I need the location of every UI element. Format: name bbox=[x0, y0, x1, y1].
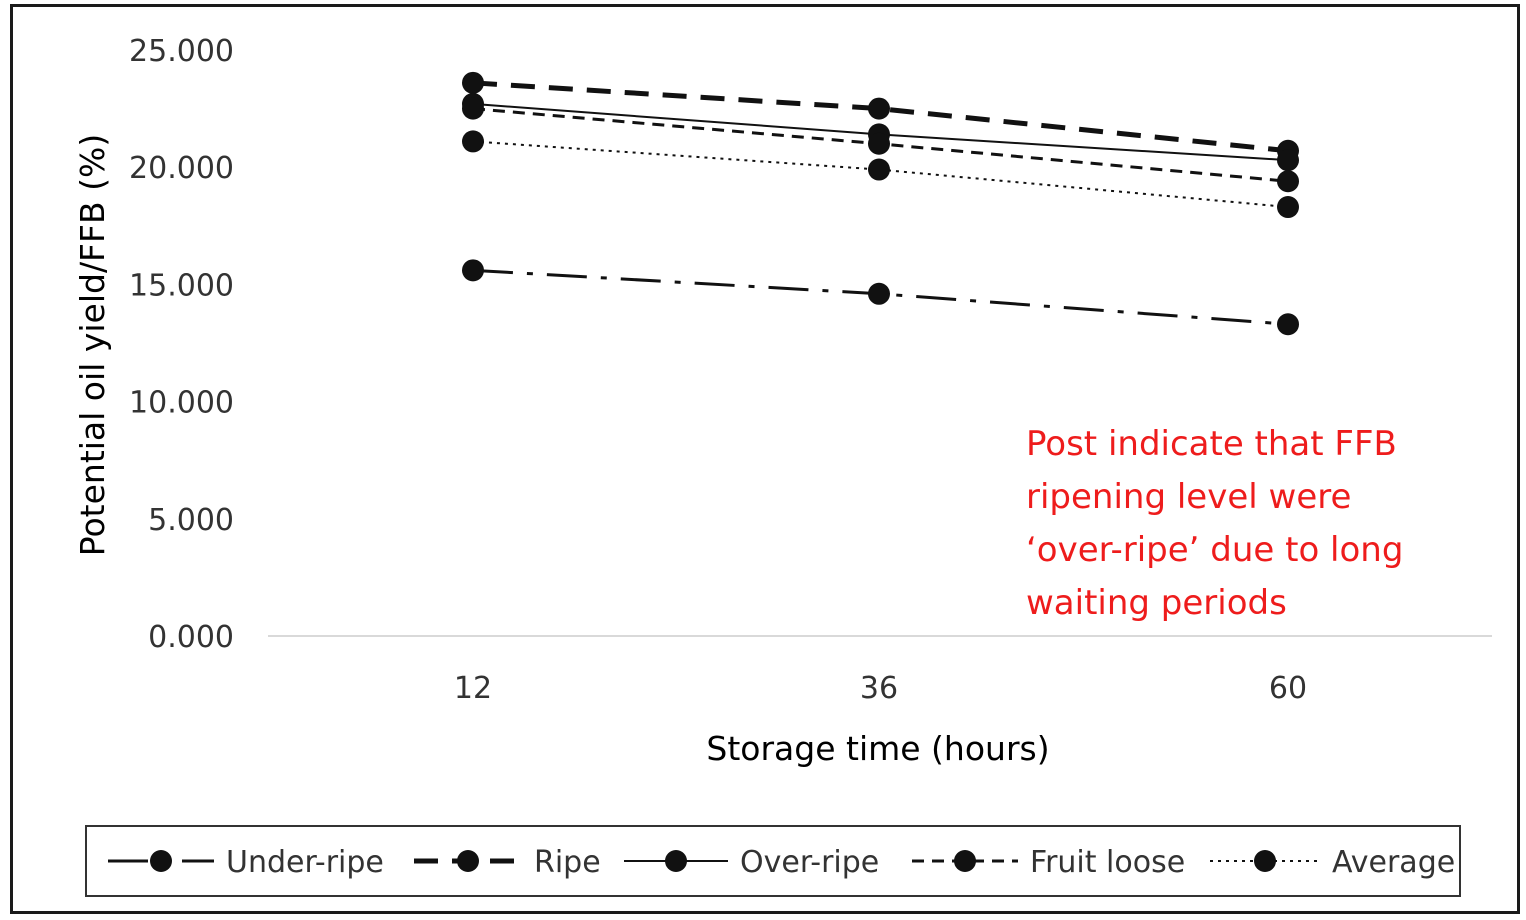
data-point bbox=[1277, 149, 1299, 172]
data-point bbox=[1277, 196, 1299, 219]
legend-label: Ripe bbox=[534, 845, 601, 880]
series-average bbox=[462, 130, 1299, 219]
y-tick-label: 5.000 bbox=[148, 503, 234, 538]
y-tick-labels: 0.000 5.000 10.000 15.000 20.000 25.000 bbox=[129, 34, 234, 655]
y-tick-label: 10.000 bbox=[129, 386, 234, 421]
legend-label: Average bbox=[1332, 845, 1455, 880]
legend-item: Ripe bbox=[414, 845, 601, 880]
y-tick-label: 0.000 bbox=[148, 620, 234, 655]
data-point bbox=[462, 71, 484, 94]
chart-frame bbox=[10, 4, 1520, 914]
legend-label: Under-ripe bbox=[226, 845, 384, 880]
annotation-line-4: waiting periods bbox=[1026, 583, 1287, 623]
series-line bbox=[472, 140, 1289, 209]
x-tick-label: 12 bbox=[454, 671, 492, 706]
legend-box bbox=[85, 825, 1461, 897]
legend-swatch-marker bbox=[665, 850, 687, 872]
series-line bbox=[472, 80, 1289, 154]
legend-swatch-marker bbox=[1254, 850, 1276, 872]
annotation-line-3: ‘over-ripe’ due to long bbox=[1026, 530, 1403, 570]
x-tick-labels: 12 36 60 bbox=[454, 671, 1307, 706]
data-point bbox=[868, 97, 890, 120]
legend: Under-ripe Ripe Over-ripe Fruit loose Averag… bbox=[85, 825, 1461, 897]
legend-item: Average bbox=[1210, 845, 1455, 880]
data-point bbox=[462, 130, 484, 153]
data-point bbox=[868, 158, 890, 181]
legend-label: Fruit loose bbox=[1030, 845, 1185, 880]
data-point bbox=[462, 259, 484, 282]
annotation-line-1: Post indicate that FFB bbox=[1026, 424, 1397, 464]
legend-swatch-marker bbox=[457, 850, 479, 872]
legend-swatch-marker bbox=[954, 850, 976, 872]
x-axis-title: Storage time (hours) bbox=[706, 729, 1049, 768]
data-point bbox=[462, 97, 484, 120]
legend-swatch-marker bbox=[150, 850, 172, 872]
y-tick-label: 25.000 bbox=[129, 34, 234, 69]
series-fruit-loose bbox=[462, 97, 1299, 193]
y-tick-label: 15.000 bbox=[129, 268, 234, 303]
annotation-note: Post indicate that FFB ripening level we… bbox=[1026, 424, 1403, 623]
data-point bbox=[868, 132, 890, 155]
legend-label: Over-ripe bbox=[740, 845, 879, 880]
data-point bbox=[1277, 313, 1299, 336]
annotation-line-2: ripening level were bbox=[1026, 477, 1351, 517]
x-tick-label: 60 bbox=[1269, 671, 1307, 706]
legend-item: Fruit loose bbox=[912, 845, 1185, 880]
data-point bbox=[1277, 170, 1299, 193]
y-tick-label: 20.000 bbox=[129, 151, 234, 186]
legend-item: Under-ripe bbox=[108, 845, 384, 880]
series-under-ripe bbox=[462, 259, 1299, 336]
y-axis-title: Potential oil yield/FFB (%) bbox=[73, 134, 112, 557]
series-group bbox=[462, 71, 1299, 336]
x-tick-label: 36 bbox=[860, 671, 898, 706]
data-point bbox=[868, 282, 890, 305]
legend-item: Over-ripe bbox=[624, 845, 879, 880]
